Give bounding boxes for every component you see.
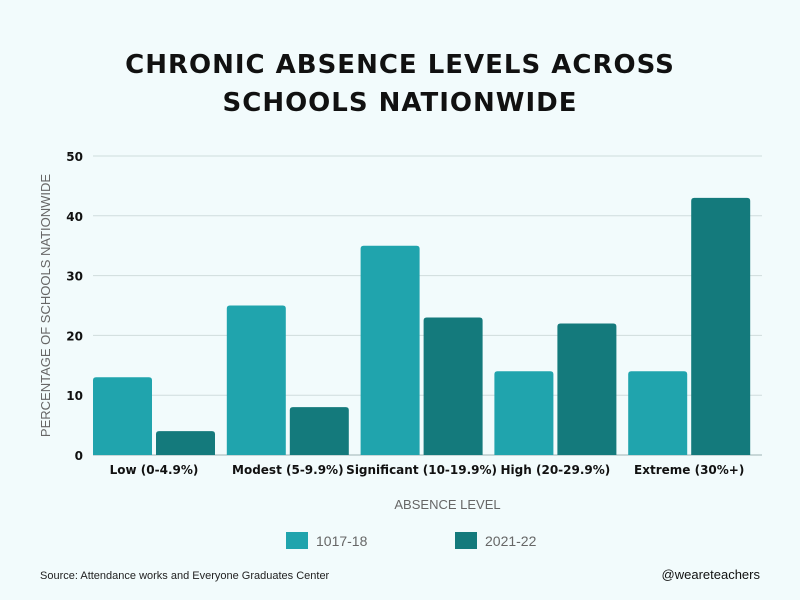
social-handle: @weareteachers: [661, 567, 760, 582]
y-tick-label: 30: [66, 270, 83, 284]
legend: 1017-18 2021-22: [0, 532, 800, 552]
legend-item-series-2[interactable]: 2021-22: [455, 532, 536, 549]
x-tick-label: Low (0-4.9%): [110, 463, 199, 477]
bar-1: [494, 371, 554, 455]
chart-title-line-1: CHRONIC ABSENCE LEVELS ACROSS: [125, 50, 675, 80]
y-tick-label: 0: [75, 449, 83, 463]
bar-1: [226, 305, 286, 455]
bar-1: [93, 377, 152, 455]
chart-title-line-2: SCHOOLS NATIONWIDE: [222, 88, 578, 118]
chart-title: CHRONIC ABSENCE LEVELS ACROSS SCHOOLS NA…: [0, 46, 800, 122]
legend-swatch-series-2: [455, 532, 477, 549]
x-tick-label: High (20-29.9%): [501, 463, 611, 477]
legend-item-series-1[interactable]: 1017-18: [286, 532, 367, 549]
y-axis-label: PERCENTAGE OF SCHOOLS NATIONWIDE: [38, 174, 53, 437]
x-tick-label: Modest (5-9.9%): [232, 463, 344, 477]
bar-2: [423, 317, 483, 455]
source-note: Source: Attendance works and Everyone Gr…: [40, 570, 330, 582]
x-axis-label: ABSENCE LEVEL: [394, 497, 500, 512]
bar-2: [557, 323, 617, 455]
y-tick-label: 20: [66, 329, 83, 343]
bar-2: [691, 197, 751, 456]
legend-swatch-series-1: [286, 532, 308, 549]
y-tick-label: 40: [66, 210, 83, 224]
y-tick-label: 50: [66, 150, 83, 164]
bar-2: [156, 431, 215, 455]
bar-1: [360, 245, 420, 455]
y-tick-label: 10: [66, 389, 83, 403]
legend-label-series-2: 2021-22: [485, 532, 537, 549]
x-tick-label: Significant (10-19.9%): [346, 463, 497, 477]
bar-1: [628, 371, 688, 455]
bar-2: [289, 407, 349, 455]
x-tick-label: Extreme (30%+): [634, 463, 744, 477]
legend-label-series-1: 1017-18: [316, 532, 368, 549]
